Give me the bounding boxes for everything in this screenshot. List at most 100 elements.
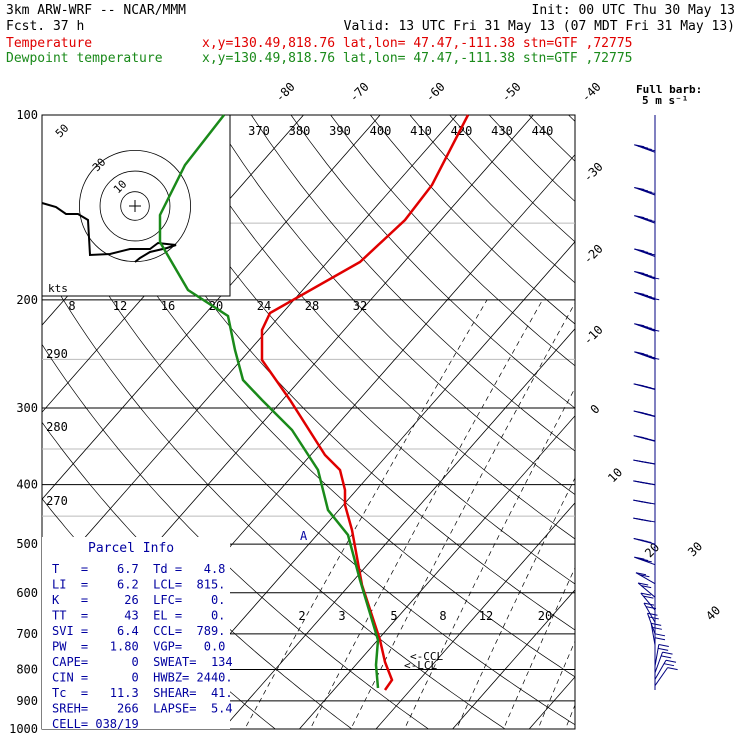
mixing-ratio-label: 32 — [353, 299, 367, 313]
temperature-tick-label: -10 — [581, 323, 606, 348]
mixing-ratio-line — [537, 640, 575, 729]
wind-barb — [643, 602, 657, 623]
lcl-label: <-LCL — [404, 659, 437, 672]
theta-label: 440 — [532, 124, 554, 138]
legend-temperature: Temperature — [6, 36, 92, 51]
a-marker: A — [300, 529, 308, 543]
dry-adiabat — [211, 115, 575, 496]
dry-adiabat — [92, 115, 575, 631]
theta-label: 390 — [329, 124, 351, 138]
theta-label: 370 — [248, 124, 270, 138]
wind-barb — [634, 248, 656, 257]
parcel-info-row: PW = 1.80 VGP= 0.0 — [52, 640, 225, 654]
mixing-ratio-line — [350, 302, 575, 729]
hodograph-ring — [120, 191, 150, 221]
valid-time: Valid: 13 UTC Fri 31 May 13 (07 MDT Fri … — [344, 19, 735, 34]
isotherm — [222, 328, 575, 729]
wind-barb — [634, 323, 660, 332]
dry-adiabat — [52, 115, 575, 678]
theta-label: 430 — [491, 124, 513, 138]
wind-barb — [633, 435, 656, 442]
temperature-tick-label: -70 — [347, 80, 372, 105]
wind-barb — [635, 572, 656, 585]
parcel-info-row: CIN = 0 HWBZ= 2440. — [52, 671, 233, 685]
isotherm — [452, 589, 575, 729]
parcel-info-row: CAPE= 0 SWEAT= 134 — [52, 655, 233, 669]
temperature-tick-label: -80 — [273, 80, 298, 105]
mixing-ratio-line — [309, 299, 543, 729]
mixing-ratio-label: 3 — [338, 609, 345, 623]
wind-barb — [654, 651, 673, 673]
wind-barb — [654, 633, 666, 656]
legend-dewpoint-loc: x,y=130.49,818.76 lat,lon= 47.47,-111.38… — [202, 51, 632, 66]
isotherm — [375, 502, 575, 729]
wind-barb — [637, 582, 656, 598]
wind-barb — [634, 271, 660, 280]
wind-barb — [634, 187, 656, 196]
forecast-hour: Fcst. 37 h — [6, 19, 84, 34]
parcel-info-row: T = 6.7 Td = 4.8 — [52, 562, 225, 576]
dry-adiabat — [290, 115, 575, 409]
pressure-label: 400 — [16, 478, 38, 492]
temperature-tick-label: -60 — [423, 80, 448, 105]
isotherm — [42, 115, 381, 500]
init-time: Init: 00 UTC Thu 30 May 13 — [532, 3, 736, 18]
mixing-ratio-label: 12 — [479, 609, 493, 623]
dry-adiabat — [42, 263, 506, 729]
isotherm — [42, 115, 458, 587]
parcel-info-row: LI = 6.2 LCL= 815. — [52, 578, 225, 592]
wind-barb — [633, 537, 656, 545]
series-line-temperature — [260, 114, 470, 691]
temperature-tick-label: 40 — [703, 603, 723, 623]
temperature-tick-label: 30 — [685, 539, 705, 559]
barb-key-title: Full barb: — [636, 83, 702, 96]
mixing-ratio-line — [565, 704, 575, 729]
theta-label: 270 — [46, 494, 68, 508]
pressure-label: 1000 — [9, 722, 38, 736]
model-title: 3km ARW-WRF -- NCAR/MMM — [6, 3, 186, 18]
wind-barb — [634, 556, 656, 566]
mixing-ratio-label: 24 — [257, 299, 271, 313]
dry-adiabat — [330, 115, 575, 367]
pressure-label: 100 — [16, 108, 38, 122]
isotherm — [671, 115, 740, 740]
wind-barb — [633, 480, 656, 486]
pressure-label: 900 — [16, 694, 38, 708]
wind-barb — [634, 351, 660, 360]
wind-barb — [654, 659, 677, 680]
theta-label: 410 — [410, 124, 432, 138]
pressure-label: 800 — [16, 662, 38, 676]
hodograph-unit: kts — [48, 282, 68, 295]
temperature-tick-label: -20 — [581, 242, 606, 267]
wind-barb — [634, 144, 656, 153]
wind-barb — [633, 517, 656, 523]
mixing-ratio-line — [603, 300, 740, 740]
parcel-info-box: Parcel Info T = 6.7 Td = 4.8 LI = 6.2 LCL… — [42, 537, 233, 731]
mixing-ratio-label: 20 — [538, 609, 552, 623]
parcel-info-row: K = 26 LFC= 0. — [52, 593, 225, 607]
mixing-ratio-label: 28 — [305, 299, 319, 313]
mixing-ratio-line — [244, 299, 488, 729]
parcel-info-row: TT = 43 EL = 0. — [52, 609, 225, 623]
theta-label: 290 — [46, 347, 68, 361]
dry-adiabat — [171, 115, 575, 540]
wind-barb — [634, 291, 660, 301]
mixing-ratio-label: 8 — [68, 299, 75, 313]
dry-adiabat — [648, 115, 740, 740]
dry-adiabat — [132, 115, 575, 585]
wind-barb — [650, 622, 662, 646]
legend-dewpoint: Dewpoint temperature — [6, 51, 163, 66]
temperature-tick-label: 10 — [605, 465, 625, 485]
wind-barbs — [633, 144, 678, 686]
dry-adiabat — [251, 115, 575, 452]
sounding-series — [158, 114, 470, 691]
legend-temperature-loc: x,y=130.49,818.76 lat,lon= 47.47,-111.38… — [202, 36, 632, 51]
pressure-label: 300 — [16, 401, 38, 415]
series-line-dewpoint — [158, 114, 380, 689]
mixing-ratio-label: 2 — [298, 609, 305, 623]
theta-label: 400 — [370, 124, 392, 138]
pressure-label: 700 — [16, 627, 38, 641]
ccl-label: <-CCL — [410, 650, 443, 663]
